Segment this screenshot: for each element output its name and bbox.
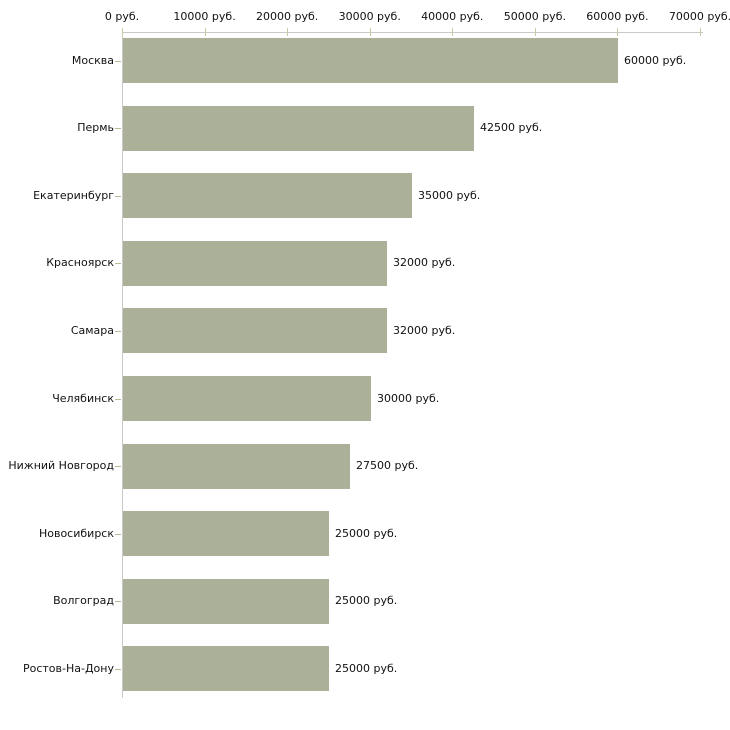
category-tick-mark	[115, 263, 121, 264]
category-tick-mark	[115, 331, 121, 332]
bar	[123, 376, 371, 421]
value-label: 27500 руб.	[356, 459, 419, 472]
x-axis-tick-mark	[617, 28, 618, 36]
x-axis-tick-label: 70000 руб.	[668, 10, 730, 23]
value-label: 25000 руб.	[335, 594, 398, 607]
bar	[123, 444, 350, 489]
bar	[123, 646, 329, 691]
category-tick-mark	[115, 61, 121, 62]
category-tick-mark	[115, 466, 121, 467]
category-tick-mark	[115, 196, 121, 197]
value-label: 32000 руб.	[393, 324, 456, 337]
category-label: Челябинск	[52, 392, 114, 405]
bar	[123, 106, 474, 151]
category-label: Самара	[70, 324, 114, 337]
value-label: 35000 руб.	[418, 189, 481, 202]
category-tick-mark	[115, 399, 121, 400]
bar	[123, 511, 329, 556]
x-axis-tick-label: 40000 руб.	[421, 10, 484, 23]
x-axis-tick-mark	[535, 28, 536, 36]
category-label: Ростов-На-Дону	[22, 662, 114, 675]
category-label: Москва	[71, 54, 114, 67]
category-tick-mark	[115, 601, 121, 602]
category-label: Пермь	[77, 121, 114, 134]
value-label: 25000 руб.	[335, 527, 398, 540]
category-label: Новосибирск	[38, 527, 114, 540]
y-axis-line	[122, 32, 123, 698]
bar	[123, 38, 618, 83]
category-tick-mark	[115, 669, 121, 670]
x-axis-tick-mark	[370, 28, 371, 36]
value-label: 60000 руб.	[624, 54, 687, 67]
bar	[123, 241, 387, 286]
x-axis-tick-label: 50000 руб.	[503, 10, 566, 23]
category-label: Нижний Новгород	[8, 459, 114, 472]
value-label: 42500 руб.	[480, 121, 543, 134]
x-axis-tick-mark	[452, 28, 453, 36]
category-label: Волгоград	[53, 594, 114, 607]
x-axis-tick-label: 10000 руб.	[173, 10, 236, 23]
x-axis-tick-mark	[287, 28, 288, 36]
value-label: 32000 руб.	[393, 256, 456, 269]
x-axis-tick-label: 20000 руб.	[256, 10, 319, 23]
x-axis-tick-label: 0 руб.	[104, 10, 140, 23]
value-label: 25000 руб.	[335, 662, 398, 675]
x-axis-tick-label: 60000 руб.	[586, 10, 649, 23]
x-axis-line	[122, 32, 703, 33]
category-label: Красноярск	[46, 256, 114, 269]
category-label: Екатеринбург	[33, 189, 114, 202]
x-axis-tick-label: 30000 руб.	[338, 10, 401, 23]
value-label: 30000 руб.	[377, 392, 440, 405]
category-tick-mark	[115, 128, 121, 129]
x-axis-tick-mark	[122, 28, 123, 36]
category-tick-mark	[115, 534, 121, 535]
x-axis-tick-mark	[700, 28, 701, 36]
bar	[123, 308, 387, 353]
bar	[123, 173, 412, 218]
x-axis-tick-mark	[205, 28, 206, 36]
bar	[123, 579, 329, 624]
